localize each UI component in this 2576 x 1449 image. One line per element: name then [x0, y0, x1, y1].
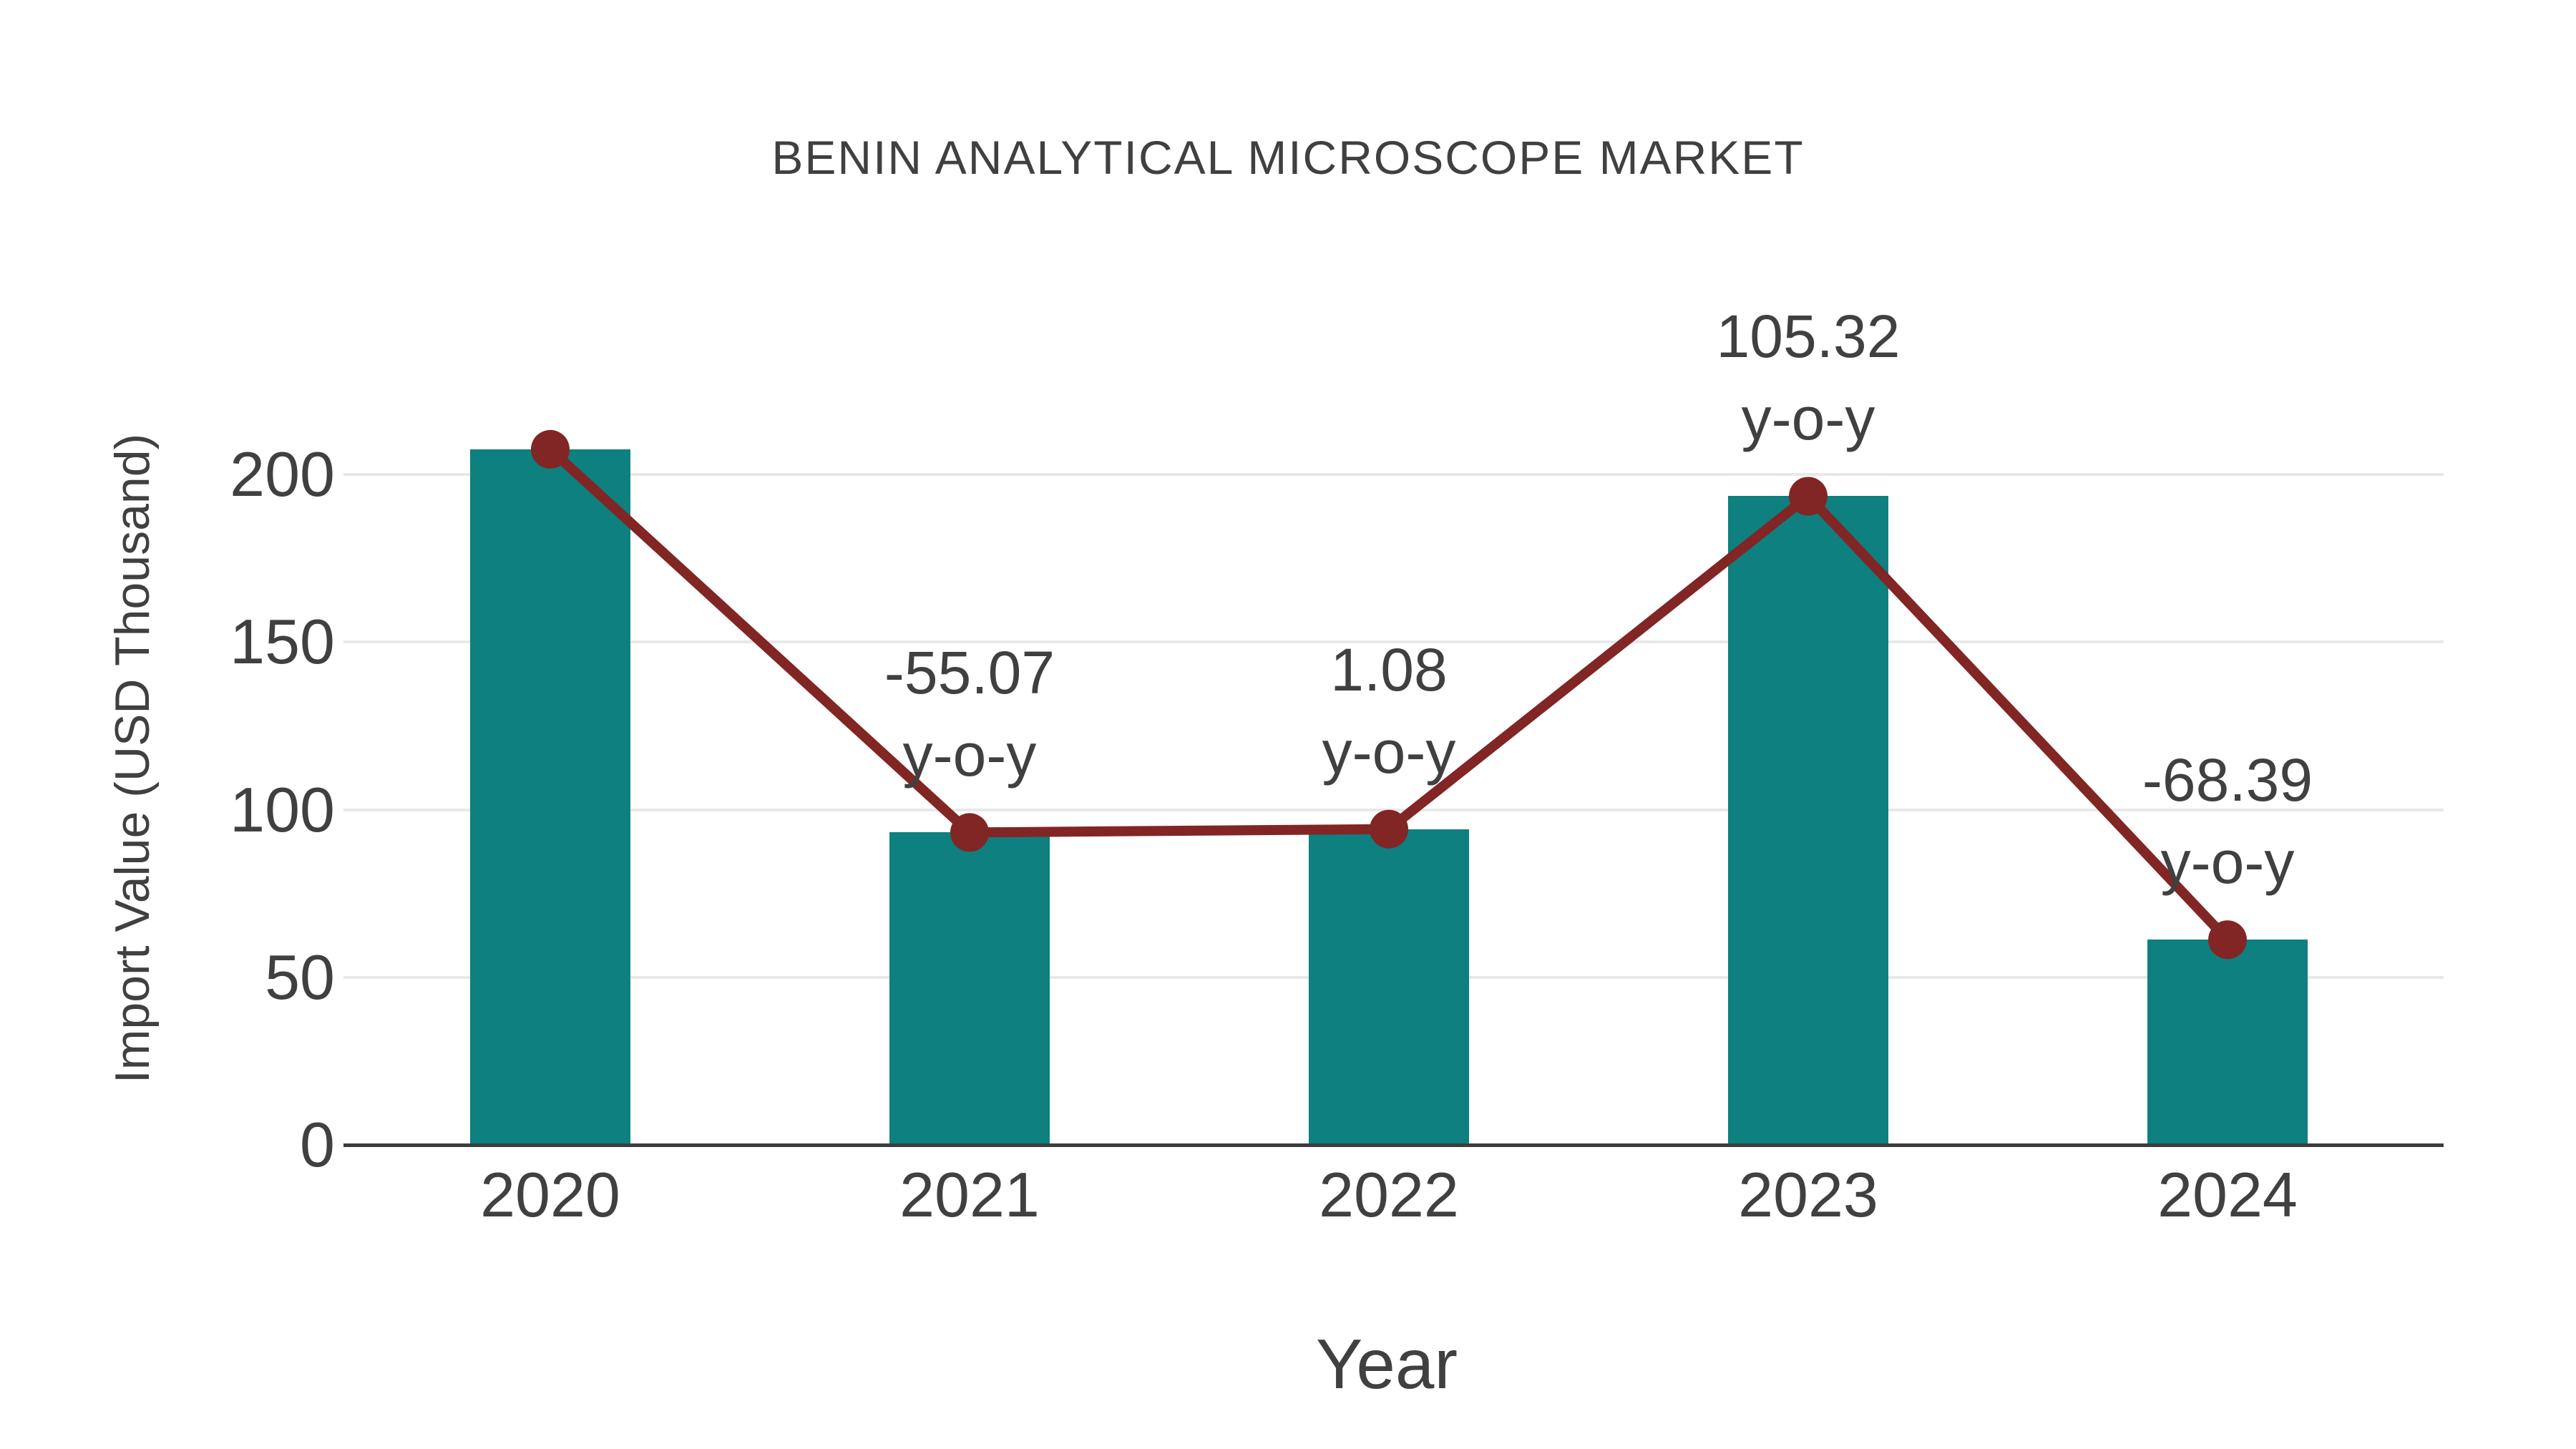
gridline-y-100 — [343, 808, 2444, 811]
annotation-2024: -68.39 y-o-y — [1977, 739, 2478, 904]
annotation-value-2023: 105.32 — [1716, 303, 1901, 371]
annotation-value-2022: 1.08 — [1330, 635, 1448, 703]
bar-2021 — [889, 832, 1050, 1145]
annotation-yoy-label-2024: y-o-y — [2160, 829, 2295, 897]
gridline-y-200 — [343, 473, 2444, 476]
y-tick-label-200: 200 — [230, 439, 335, 509]
annotation-2023: 105.32 y-o-y — [1558, 296, 2059, 460]
x-tick-label-2020: 2020 — [480, 1159, 620, 1230]
annotation-value-2021: -55.07 — [884, 639, 1055, 707]
x-tick-label-2022: 2022 — [1319, 1159, 1459, 1230]
data-point-2023 — [1789, 477, 1828, 516]
chart-title: BENIN ANALYTICAL MICROSCOPE MARKET — [771, 131, 1805, 184]
y-tick-label-150: 150 — [230, 606, 335, 678]
bar-2023 — [1728, 496, 1888, 1145]
data-point-2024 — [2208, 920, 2247, 960]
annotation-2021: -55.07 y-o-y — [719, 632, 1220, 796]
bar-2020 — [470, 449, 630, 1145]
bar-2024 — [2147, 940, 2308, 1145]
data-point-2022 — [1370, 809, 1408, 849]
bar-2022 — [1309, 829, 1469, 1145]
x-tick-label-2021: 2021 — [899, 1159, 1040, 1230]
gridline-y-150 — [343, 640, 2444, 644]
data-point-2021 — [950, 813, 989, 852]
x-tick-label-2024: 2024 — [2157, 1159, 2298, 1230]
annotation-yoy-label-2021: y-o-y — [902, 721, 1037, 789]
annotation-yoy-label-2022: y-o-y — [1322, 718, 1456, 786]
annotation-2022: 1.08 y-o-y — [1138, 629, 1639, 794]
y-tick-label-50: 50 — [265, 941, 335, 1013]
y-tick-label-0: 0 — [300, 1109, 335, 1180]
x-tick-label-2023: 2023 — [1738, 1159, 1878, 1230]
y-tick-label-100: 100 — [230, 774, 335, 845]
annotation-yoy-label-2023: y-o-y — [1741, 385, 1875, 453]
data-point-2020 — [531, 429, 570, 469]
x-axis-line — [343, 1143, 2444, 1147]
x-axis-title: Year — [1315, 1324, 1458, 1403]
annotation-value-2024: -68.39 — [2142, 746, 2313, 814]
